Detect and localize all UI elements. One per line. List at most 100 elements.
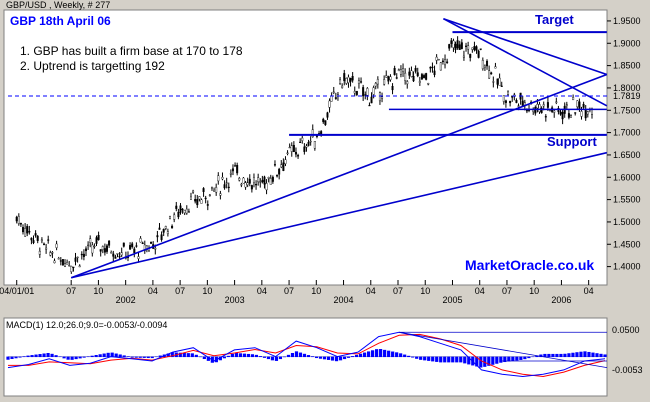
trendline-3 [70, 73, 608, 279]
candle-body [578, 101, 581, 109]
candle-body [40, 239, 43, 242]
macd-histogram-bar [6, 356, 10, 360]
candle-body [101, 246, 104, 250]
candle-body [64, 263, 67, 267]
price-tick-label: 1.9000 [613, 38, 641, 48]
candle-body [301, 137, 304, 141]
macd-histogram-bar [38, 354, 42, 358]
candle-body [269, 178, 272, 185]
price-tick-label: 1.6500 [613, 150, 641, 160]
candle-body [502, 95, 505, 102]
candle-body [173, 214, 176, 220]
macd-histogram-bar [535, 355, 539, 358]
macd-histogram-bar [399, 353, 403, 358]
candle-body [215, 187, 218, 193]
macd-histogram-bar [330, 356, 335, 361]
candle-body [395, 77, 398, 79]
candle-body [345, 78, 348, 84]
candle-body [504, 100, 507, 103]
macd-histogram-bar [591, 352, 595, 358]
macd-histogram-bar [459, 356, 463, 363]
macd-histogram-bar [575, 352, 579, 358]
candle-body [360, 81, 363, 83]
candle-body [406, 81, 409, 85]
candle-body [444, 59, 447, 66]
price-panel [3, 9, 608, 286]
macd-histogram-bar [14, 356, 18, 359]
macd-histogram-bar [186, 353, 190, 358]
current-price-label: 1.7819 [613, 91, 641, 101]
candle-body [507, 91, 510, 95]
candle-body [150, 241, 153, 244]
macd-histogram-bar [362, 352, 367, 358]
macd-histogram-bar [491, 356, 495, 365]
candle-body [538, 104, 541, 113]
candle-body [271, 176, 274, 182]
macd-histogram-bar [230, 353, 234, 358]
candle-body [332, 91, 335, 93]
candle-body [236, 164, 239, 174]
time-tick-label: 04 [257, 286, 267, 296]
candle-body [402, 68, 405, 72]
candle-body [397, 69, 400, 72]
candle-body [206, 204, 209, 206]
candle-body [70, 265, 73, 272]
candle-body [57, 258, 60, 260]
macd-histogram-bar [118, 354, 122, 358]
candle-body [22, 227, 25, 233]
candle-body [467, 45, 470, 50]
macd-histogram-bar [286, 354, 291, 358]
candle-body [509, 100, 512, 104]
macd-histogram-bar [86, 356, 90, 358]
candle-body [278, 168, 281, 175]
macd-histogram-bar [62, 356, 66, 359]
candle-body [290, 145, 293, 152]
candle-body [61, 259, 64, 266]
macd-histogram-bar [166, 353, 170, 358]
candle-body [534, 107, 537, 114]
macd-histogram-bar [122, 355, 126, 358]
macd-line [7, 331, 606, 378]
macd-histogram-bar [250, 354, 255, 358]
macd-histogram-bar [495, 356, 499, 364]
candle-body [139, 238, 142, 243]
candle-body [255, 184, 258, 186]
candle-body [351, 76, 354, 81]
macd-histogram-bar [395, 352, 399, 358]
candle-body [475, 46, 478, 51]
candle-body [479, 48, 482, 50]
candle-body [488, 70, 491, 79]
macd-histogram-bar [463, 356, 467, 364]
candle-body [53, 260, 56, 264]
macd-histogram-bar [218, 356, 222, 361]
macd-histogram-bar [222, 356, 226, 359]
candle-body [85, 248, 88, 252]
candle-body [561, 111, 564, 120]
candle-body [76, 256, 79, 259]
macd-histogram-bar [258, 356, 263, 358]
macd-histogram-bar [206, 356, 210, 361]
macd-histogram-bar [254, 354, 259, 358]
macd-histogram-bar [499, 356, 503, 363]
candle-body [282, 162, 285, 171]
candle-body [219, 193, 222, 196]
candle-body [97, 235, 100, 240]
macd-histogram-bar [350, 356, 355, 358]
macd-histogram-bar [226, 355, 230, 358]
macd-histogram-bar [58, 356, 62, 358]
macd-histogram-bar [391, 351, 395, 358]
candle-body [423, 75, 426, 78]
candle-body [540, 107, 543, 114]
candle-body [26, 226, 29, 234]
candle-body [305, 145, 308, 148]
macd-header: MACD(1) 12.0;26.0;9.0=-0.0053/-0.0094 [6, 320, 167, 330]
macd-histogram-bar [346, 356, 351, 358]
macd-histogram-bar [266, 356, 271, 360]
candle-body [362, 87, 365, 97]
candle-body [572, 97, 575, 101]
candle-body [192, 190, 195, 193]
candle-body [437, 59, 440, 61]
candle-body [166, 231, 169, 234]
candle-body [357, 80, 360, 84]
